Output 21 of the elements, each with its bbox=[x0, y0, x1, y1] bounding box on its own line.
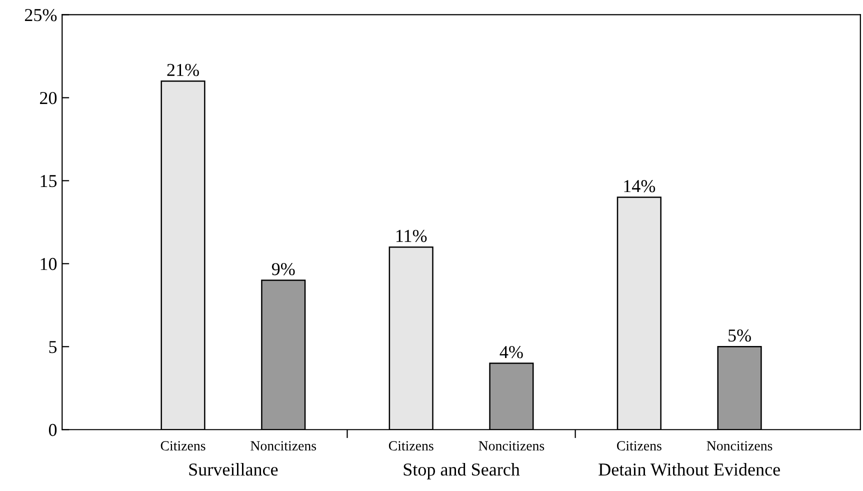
data-label: 5% bbox=[728, 329, 751, 342]
text: Noncitizens bbox=[478, 441, 544, 451]
y-tick-label: 25% bbox=[24, 8, 57, 22]
text: Citizens bbox=[388, 441, 434, 451]
data-label: 21% bbox=[167, 64, 199, 76]
x-tick-label: Detain Without Evidence bbox=[598, 462, 780, 476]
series-label: Citizens bbox=[160, 441, 206, 451]
data-label: 9% bbox=[272, 263, 295, 276]
series-label: Noncitizens bbox=[250, 441, 316, 451]
data-label: 4% bbox=[500, 346, 523, 358]
text: Noncitizens bbox=[706, 441, 772, 451]
y-tick-label: 5 bbox=[49, 341, 57, 354]
y-tick-label: 20 bbox=[40, 92, 57, 104]
y-tick-label: 10 bbox=[40, 258, 57, 270]
y-tick-label: 15 bbox=[40, 175, 57, 188]
text: Citizens bbox=[616, 441, 662, 451]
y-tick-label: 0 bbox=[48, 424, 57, 436]
data-label: 14% bbox=[624, 180, 656, 192]
x-tick-label: Surveillance bbox=[189, 462, 278, 476]
x-tick-label: Stop and Search bbox=[404, 462, 520, 480]
data-label: 11% bbox=[396, 230, 427, 242]
